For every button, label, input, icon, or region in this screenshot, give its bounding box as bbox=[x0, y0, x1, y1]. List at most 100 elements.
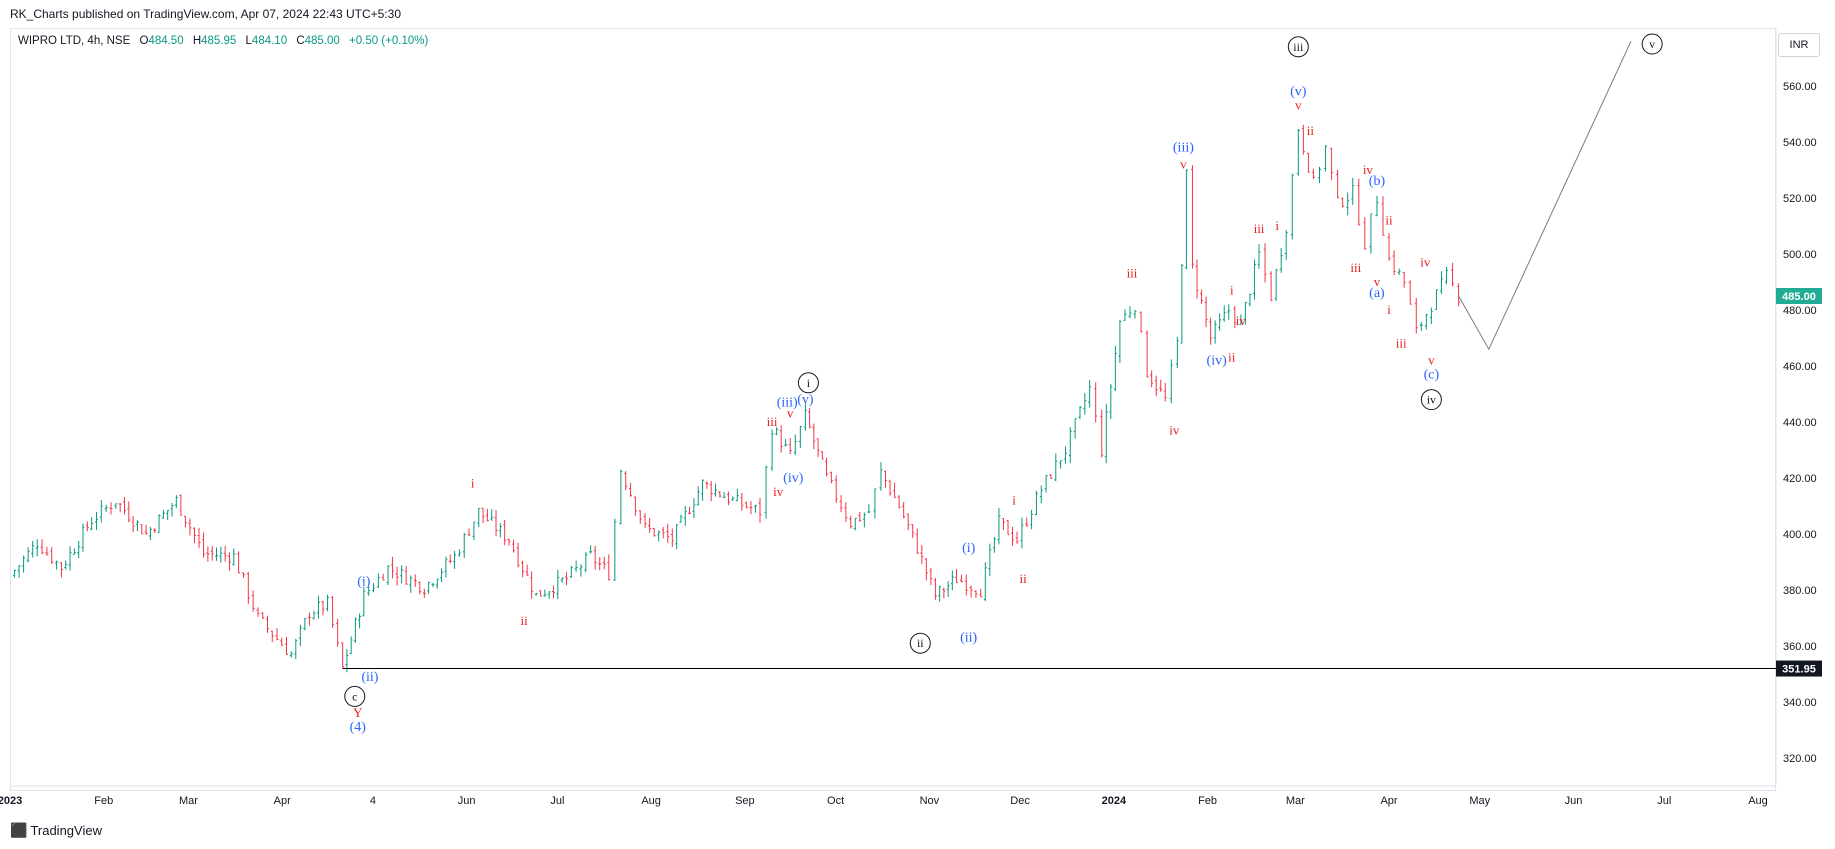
wave-label: ii bbox=[521, 613, 529, 628]
wave-label: v bbox=[1428, 352, 1435, 367]
wave-label: iii bbox=[1396, 336, 1407, 351]
y-tick-label: 320.00 bbox=[1783, 753, 1817, 765]
footer: ⬛ TradingView bbox=[10, 822, 102, 839]
wave-label: (a) bbox=[1369, 286, 1385, 301]
wave-label: iii bbox=[767, 414, 778, 429]
wave-circle bbox=[1287, 36, 1309, 58]
wave-label: (iii) bbox=[777, 395, 798, 410]
x-tick-label: Jun bbox=[1565, 795, 1583, 807]
wave-label: v bbox=[1374, 274, 1381, 289]
currency-button[interactable]: INR bbox=[1778, 33, 1820, 57]
y-tick-label: 340.00 bbox=[1783, 697, 1817, 709]
wave-label: (ii) bbox=[361, 670, 378, 685]
x-tick-label: Sep bbox=[735, 795, 755, 807]
ohlc-change: +0.50 (+0.10%) bbox=[349, 35, 429, 47]
x-tick-label: Apr bbox=[274, 795, 291, 807]
x-tick-label: Mar bbox=[179, 795, 198, 807]
y-tick-label: 560.00 bbox=[1783, 81, 1817, 93]
wave-label: iii bbox=[1254, 221, 1265, 236]
wave-label: i bbox=[1230, 282, 1234, 297]
y-tick-label: 520.00 bbox=[1783, 193, 1817, 205]
x-tick-label: Jul bbox=[550, 795, 564, 807]
wave-label: v bbox=[1180, 156, 1187, 171]
wave-label: (ii) bbox=[960, 631, 977, 646]
wave-label: iv bbox=[1236, 313, 1247, 328]
wave-circle bbox=[1420, 389, 1442, 411]
wave-label: iii bbox=[1127, 266, 1138, 281]
y-tick-label: 460.00 bbox=[1783, 361, 1817, 373]
wave-circle bbox=[909, 632, 931, 654]
x-tick-label: Jul bbox=[1657, 795, 1671, 807]
wave-label: ii bbox=[917, 636, 924, 650]
last-price-tag bbox=[1776, 288, 1822, 304]
wave-label: (i) bbox=[357, 575, 371, 590]
wave-label: (iii) bbox=[1173, 141, 1194, 156]
y-tick-label: 360.00 bbox=[1783, 641, 1817, 653]
wave-label: ii bbox=[1307, 123, 1315, 138]
wave-label: (c) bbox=[1424, 367, 1440, 382]
wave-label: (4) bbox=[350, 720, 367, 735]
y-tick-label: 480.00 bbox=[1783, 305, 1817, 317]
x-tick-label: 4 bbox=[370, 795, 376, 807]
y-tick-label: 400.00 bbox=[1783, 529, 1817, 541]
wave-label: c bbox=[352, 689, 357, 703]
wave-label: v bbox=[1649, 37, 1655, 51]
tradingview-logo-icon: ⬛ bbox=[10, 822, 27, 838]
wave-label: (b) bbox=[1369, 174, 1386, 189]
ohlc-high: H485.95 bbox=[192, 35, 237, 47]
y-tick-label: 500.00 bbox=[1783, 249, 1817, 261]
ohlc-close: C485.00 bbox=[296, 35, 340, 47]
wave-label: iv bbox=[1363, 162, 1374, 177]
wave-label: (v) bbox=[797, 393, 814, 408]
x-tick-label: Feb bbox=[94, 795, 113, 807]
y-tick-label: 420.00 bbox=[1783, 473, 1817, 485]
y-tick-label: 440.00 bbox=[1783, 417, 1817, 429]
support-price-label: 351.95 bbox=[1782, 664, 1816, 676]
wave-circle bbox=[1641, 33, 1663, 55]
x-tick-label: Dec bbox=[1010, 795, 1030, 807]
wave-label: iii bbox=[1293, 40, 1304, 54]
wave-label: ii bbox=[1019, 571, 1027, 586]
wave-label: iv bbox=[1169, 422, 1180, 437]
wave-label: iv bbox=[1420, 254, 1431, 269]
wave-label: (i) bbox=[962, 541, 976, 556]
ohlc-low: L484.10 bbox=[245, 35, 288, 47]
wave-circle bbox=[797, 372, 819, 394]
ohlc-open: O484.50 bbox=[139, 35, 184, 47]
x-tick-label: Oct bbox=[827, 795, 844, 807]
wave-circle bbox=[344, 685, 366, 707]
x-tick-label: May bbox=[1469, 795, 1490, 807]
x-tick-label: Nov bbox=[920, 795, 940, 807]
footer-brand: TradingView bbox=[30, 823, 102, 838]
wave-label: iv bbox=[1427, 393, 1436, 407]
wave-label: Y bbox=[353, 705, 363, 720]
projection-path[interactable] bbox=[1458, 40, 1632, 351]
x-tick-label: Aug bbox=[1748, 795, 1768, 807]
wave-label: i bbox=[1012, 492, 1016, 507]
x-tick-label: 2024 bbox=[1102, 795, 1127, 807]
wave-label: (iv) bbox=[1207, 353, 1228, 368]
x-tick-label: Apr bbox=[1380, 795, 1397, 807]
wave-label: v bbox=[1295, 98, 1302, 113]
x-tick-label: Mar bbox=[1286, 795, 1305, 807]
symbol-name: WIPRO LTD, 4h, NSE bbox=[18, 35, 131, 47]
last-price-label: 485.00 bbox=[1782, 291, 1816, 303]
symbol-legend: WIPRO LTD, 4h, NSE O484.50 H485.95 L484.… bbox=[18, 35, 434, 47]
y-tick-label: 540.00 bbox=[1783, 137, 1817, 149]
wave-label: ii bbox=[1385, 212, 1393, 227]
wave-label: (iv) bbox=[783, 471, 804, 486]
wave-label: i bbox=[1275, 218, 1279, 233]
wave-label: iii bbox=[1350, 260, 1361, 275]
wave-label: i bbox=[471, 476, 475, 491]
wave-label: i bbox=[1387, 302, 1391, 317]
wave-label: v bbox=[787, 406, 794, 421]
wave-label: (v) bbox=[1290, 85, 1307, 100]
wave-label: i bbox=[807, 376, 811, 390]
x-tick-label: Jun bbox=[458, 795, 476, 807]
wave-label: ii bbox=[1228, 350, 1236, 365]
support-price-tag bbox=[1776, 660, 1822, 677]
x-tick-label: 2023 bbox=[0, 795, 22, 807]
x-tick-label: Feb bbox=[1198, 795, 1217, 807]
y-tick-label: 380.00 bbox=[1783, 585, 1817, 597]
